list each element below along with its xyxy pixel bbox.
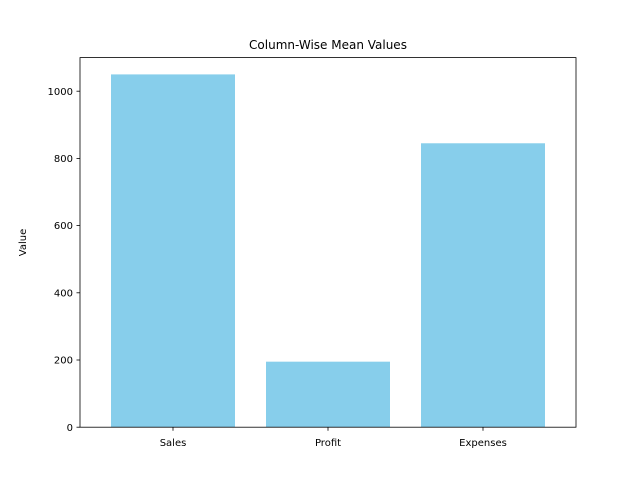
bar-expenses <box>421 143 545 428</box>
x-tick-label-sales: Sales <box>160 438 187 449</box>
y-axis-ticks: 0 200 400 600 800 1000 <box>48 87 80 434</box>
y-tick-label: 400 <box>54 288 73 299</box>
y-tick-label: 1000 <box>48 87 73 98</box>
y-tick-label: 600 <box>54 221 73 232</box>
y-axis-label: Value <box>18 229 29 256</box>
plot-frame <box>79 57 577 428</box>
bars-group <box>111 74 545 428</box>
bar-sales <box>111 74 235 428</box>
x-tick-label-expenses: Expenses <box>459 438 507 449</box>
y-tick-label: 0 <box>67 423 73 434</box>
x-axis-ticks: Sales Profit Expenses <box>160 427 507 449</box>
y-tick-label: 800 <box>54 154 73 165</box>
y-tick-label: 200 <box>54 356 73 367</box>
chart-title: Column-Wise Mean Values <box>249 38 407 52</box>
x-tick-label-profit: Profit <box>315 438 341 449</box>
bar-profit <box>266 361 390 428</box>
